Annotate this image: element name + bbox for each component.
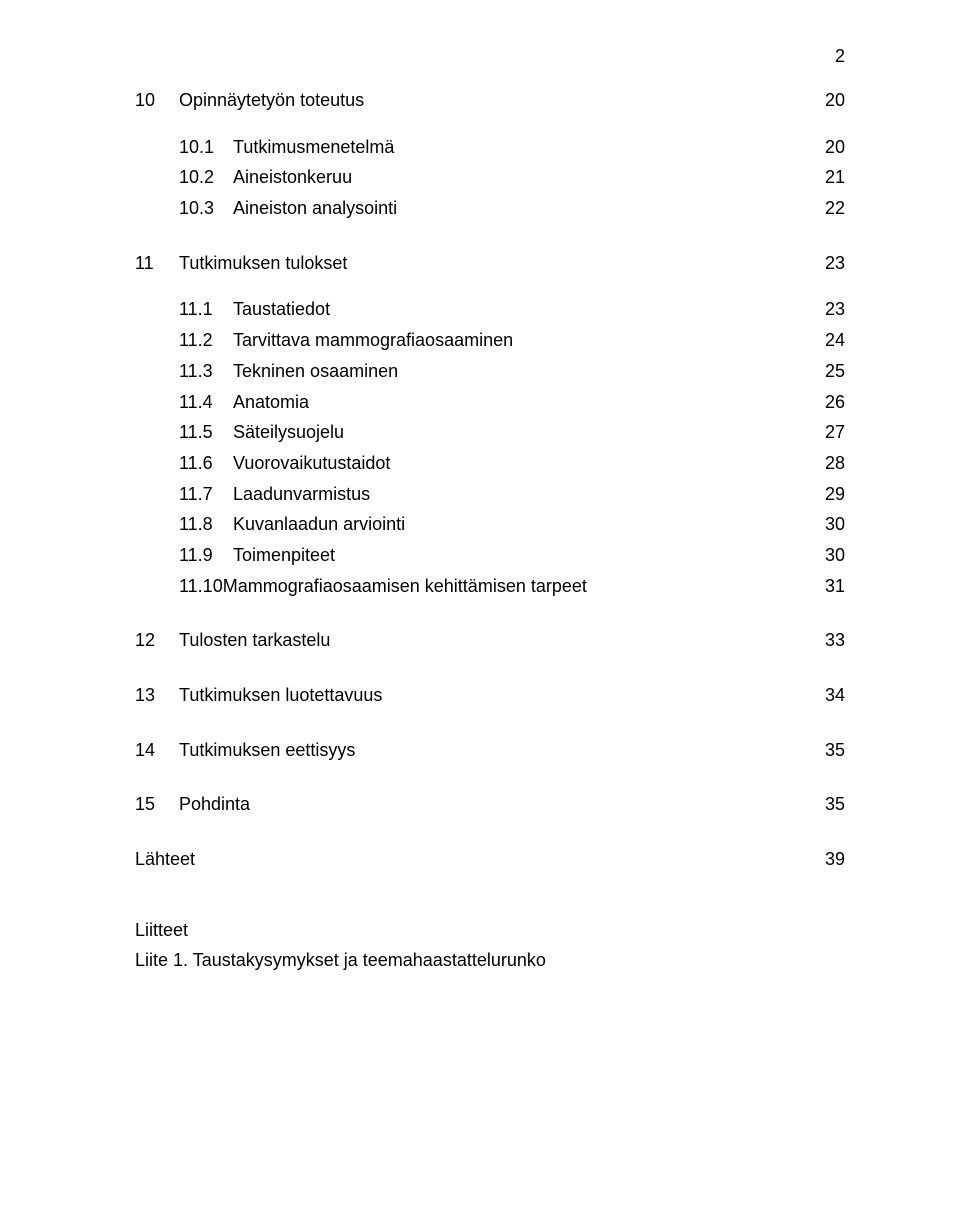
toc-number: 10.3 xyxy=(179,198,233,219)
toc-title: Toimenpiteet xyxy=(233,545,801,566)
toc-row: 10.1Tutkimusmenetelmä20 xyxy=(135,137,845,158)
toc-row: 11.4Anatomia26 xyxy=(135,392,845,413)
toc-number: 13 xyxy=(135,685,179,706)
toc-row: 11.10Mammografiaosaamisen kehittämisen t… xyxy=(135,576,845,597)
toc-number: 11 xyxy=(135,253,179,274)
toc-title: Lähteet xyxy=(135,849,801,870)
toc-number: 10.1 xyxy=(179,137,233,158)
toc-page: 35 xyxy=(801,740,845,761)
toc-number: 14 xyxy=(135,740,179,761)
toc-page: 22 xyxy=(801,198,845,219)
toc-title: Aineiston analysointi xyxy=(233,198,801,219)
toc-page: 28 xyxy=(801,453,845,474)
toc-title: Säteilysuojelu xyxy=(233,422,801,443)
toc-number: 15 xyxy=(135,794,179,815)
toc-page: 31 xyxy=(801,576,845,597)
appendix-item: Liite 1. Taustakysymykset ja teemahaasta… xyxy=(135,950,845,971)
toc-number: 11.9 xyxy=(179,545,233,566)
toc-number: 10 xyxy=(135,90,179,111)
toc-page: 29 xyxy=(801,484,845,505)
toc-number: 11.6 xyxy=(179,453,233,474)
toc-page: 30 xyxy=(801,514,845,535)
toc-page: 35 xyxy=(801,794,845,815)
toc-number: 11.1 xyxy=(179,299,233,320)
toc-title: Laadunvarmistus xyxy=(233,484,801,505)
toc-page: 33 xyxy=(801,630,845,651)
toc-title: Tutkimusmenetelmä xyxy=(233,137,801,158)
toc-title: Tutkimuksen eettisyys xyxy=(179,740,801,761)
toc-title: Opinnäytetyön toteutus xyxy=(179,90,801,111)
toc-number: 12 xyxy=(135,630,179,651)
toc-title: Tutkimuksen tulokset xyxy=(179,253,801,274)
toc-row: Lähteet39 xyxy=(135,849,845,870)
toc-row: 11.9Toimenpiteet30 xyxy=(135,545,845,566)
toc-row: 11.1Taustatiedot23 xyxy=(135,299,845,320)
toc-title: Tulosten tarkastelu xyxy=(179,630,801,651)
toc-page: 21 xyxy=(801,167,845,188)
toc-title: 11.10Mammografiaosaamisen kehittämisen t… xyxy=(179,576,801,597)
toc-page: 24 xyxy=(801,330,845,351)
table-of-contents: 10Opinnäytetyön toteutus2010.1Tutkimusme… xyxy=(135,90,845,870)
toc-page: 23 xyxy=(801,253,845,274)
toc-title: Pohdinta xyxy=(179,794,801,815)
toc-row: 14Tutkimuksen eettisyys35 xyxy=(135,740,845,761)
toc-title: Kuvanlaadun arviointi xyxy=(233,514,801,535)
toc-number: 11.4 xyxy=(179,392,233,413)
toc-title: Tarvittava mammografiaosaaminen xyxy=(233,330,801,351)
toc-number: 11.7 xyxy=(179,484,233,505)
toc-row: 10Opinnäytetyön toteutus20 xyxy=(135,90,845,111)
toc-page: 23 xyxy=(801,299,845,320)
toc-row: 10.2Aineistonkeruu21 xyxy=(135,167,845,188)
toc-row: 11Tutkimuksen tulokset23 xyxy=(135,253,845,274)
toc-title: Tekninen osaaminen xyxy=(233,361,801,382)
toc-row: 11.5Säteilysuojelu27 xyxy=(135,422,845,443)
toc-number: 11.8 xyxy=(179,514,233,535)
toc-page: 27 xyxy=(801,422,845,443)
toc-page: 20 xyxy=(801,137,845,158)
toc-title: Tutkimuksen luotettavuus xyxy=(179,685,801,706)
toc-row: 15Pohdinta35 xyxy=(135,794,845,815)
toc-row: 11.2Tarvittava mammografiaosaaminen24 xyxy=(135,330,845,351)
toc-page: 25 xyxy=(801,361,845,382)
appendix-heading: Liitteet xyxy=(135,920,845,941)
toc-number: 11.5 xyxy=(179,422,233,443)
appendix-block: Liitteet Liite 1. Taustakysymykset ja te… xyxy=(135,920,845,971)
toc-page: 34 xyxy=(801,685,845,706)
toc-row: 12Tulosten tarkastelu33 xyxy=(135,630,845,651)
toc-row: 11.3Tekninen osaaminen25 xyxy=(135,361,845,382)
toc-row: 10.3Aineiston analysointi22 xyxy=(135,198,845,219)
toc-row: 11.8Kuvanlaadun arviointi30 xyxy=(135,514,845,535)
toc-row: 11.6Vuorovaikutustaidot28 xyxy=(135,453,845,474)
toc-number: 11.3 xyxy=(179,361,233,382)
toc-title: Aineistonkeruu xyxy=(233,167,801,188)
page-number: 2 xyxy=(835,46,845,67)
toc-page: 26 xyxy=(801,392,845,413)
toc-title: Taustatiedot xyxy=(233,299,801,320)
toc-number: 10.2 xyxy=(179,167,233,188)
toc-title: Vuorovaikutustaidot xyxy=(233,453,801,474)
toc-row: 11.7Laadunvarmistus29 xyxy=(135,484,845,505)
toc-title: Anatomia xyxy=(233,392,801,413)
toc-row: 13Tutkimuksen luotettavuus34 xyxy=(135,685,845,706)
toc-page: 39 xyxy=(801,849,845,870)
toc-number: 11.2 xyxy=(179,330,233,351)
toc-page: 20 xyxy=(801,90,845,111)
toc-page: 30 xyxy=(801,545,845,566)
